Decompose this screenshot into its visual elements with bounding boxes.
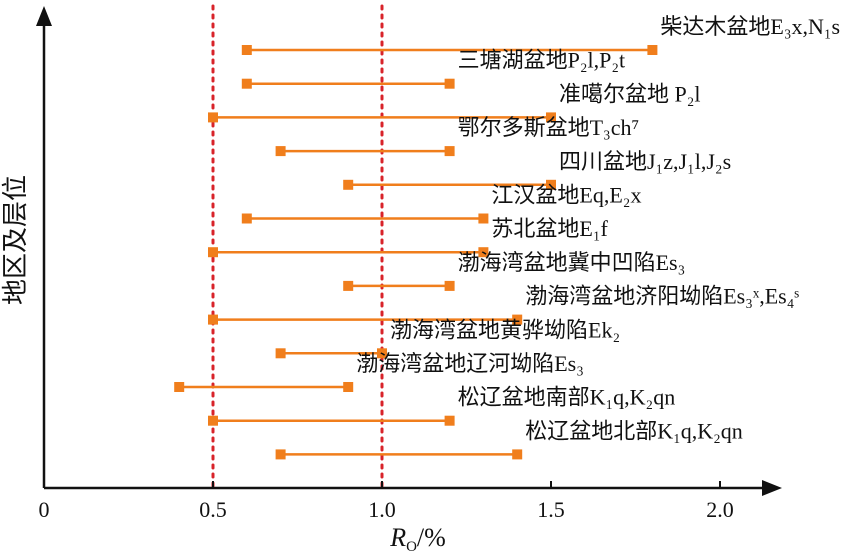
x-tick-label: 0.5 [199, 497, 227, 522]
x-axis-label: RO/% [389, 523, 446, 555]
category-label: 江汉盆地Eq,E₂x [491, 183, 641, 208]
range-min-marker [343, 179, 354, 190]
range-min-marker [241, 78, 252, 89]
reference-lines [211, 4, 384, 490]
range-min-marker [275, 348, 286, 359]
range-max-marker [546, 112, 556, 123]
range-max-marker [444, 280, 455, 291]
x-tick-label: 2.0 [706, 497, 734, 522]
range-max-marker [444, 415, 455, 426]
x-tick-label: 1.5 [537, 497, 565, 522]
range-max-marker [478, 247, 489, 258]
range-min-marker [174, 382, 185, 392]
category-labels: 柴达木盆地E₃x,N₁s 三塘湖盆地P₂l,P₂t 准噶尔盆地 P₂l 鄂尔多斯盆地T… [356, 14, 840, 443]
range-max-marker [377, 348, 387, 359]
range-max-marker [512, 314, 523, 325]
range-min-marker [343, 280, 354, 291]
range-max-marker [478, 213, 489, 224]
x-axis-arrow [762, 480, 782, 496]
category-label: 渤海湾盆地黄骅坳陷Ek₂ [390, 317, 620, 342]
category-label: 渤海湾盆地冀中凹陷Es₃ [458, 250, 686, 275]
category-label: 四川盆地J₁z,J₁l,J₂s [559, 149, 731, 174]
category-label: 松辽盆地北部K₁q,K₂qn [525, 418, 743, 443]
range-max-marker [343, 382, 354, 392]
category-label: 渤海湾盆地济阳坳陷Es₃ˣ,Es₄ˢ [525, 284, 799, 309]
x-ticks: 0 0.5 1.0 1.5 2.0 [39, 481, 734, 522]
category-label: 松辽盆地南部K₁q,K₂qn [458, 385, 676, 410]
range-max-marker [647, 45, 658, 55]
range-min-marker [275, 449, 286, 460]
range-min-marker [241, 213, 252, 224]
range-min-marker [208, 112, 218, 123]
range-max-marker [444, 146, 455, 157]
category-label: 柴达木盆地E₃x,N₁s [660, 14, 840, 39]
range-min-marker [275, 146, 286, 157]
y-axis-label: 地区及层位 [1, 175, 30, 305]
range-max-marker [512, 449, 523, 460]
range-max-marker [546, 179, 556, 190]
category-label: 渤海湾盆地辽河坳陷Es₃ [356, 351, 584, 376]
axes [36, 6, 782, 496]
range-min-marker [208, 247, 218, 258]
x-tick-label: 1.0 [368, 497, 396, 522]
x-tick-label: 0 [39, 497, 50, 522]
range-bars [174, 45, 658, 460]
category-label: 准噶尔盆地 P₂l [559, 81, 701, 106]
category-label: 三塘湖盆地P₂l,P₂t [458, 48, 626, 73]
range-max-marker [444, 78, 455, 89]
y-axis-arrow [36, 6, 52, 26]
category-label: 苏北盆地E₁f [491, 216, 608, 241]
range-min-marker [241, 45, 252, 55]
category-label: 鄂尔多斯盆地T₃ch⁷ [458, 115, 640, 140]
range-min-marker [208, 314, 218, 325]
range-min-marker [208, 415, 218, 426]
